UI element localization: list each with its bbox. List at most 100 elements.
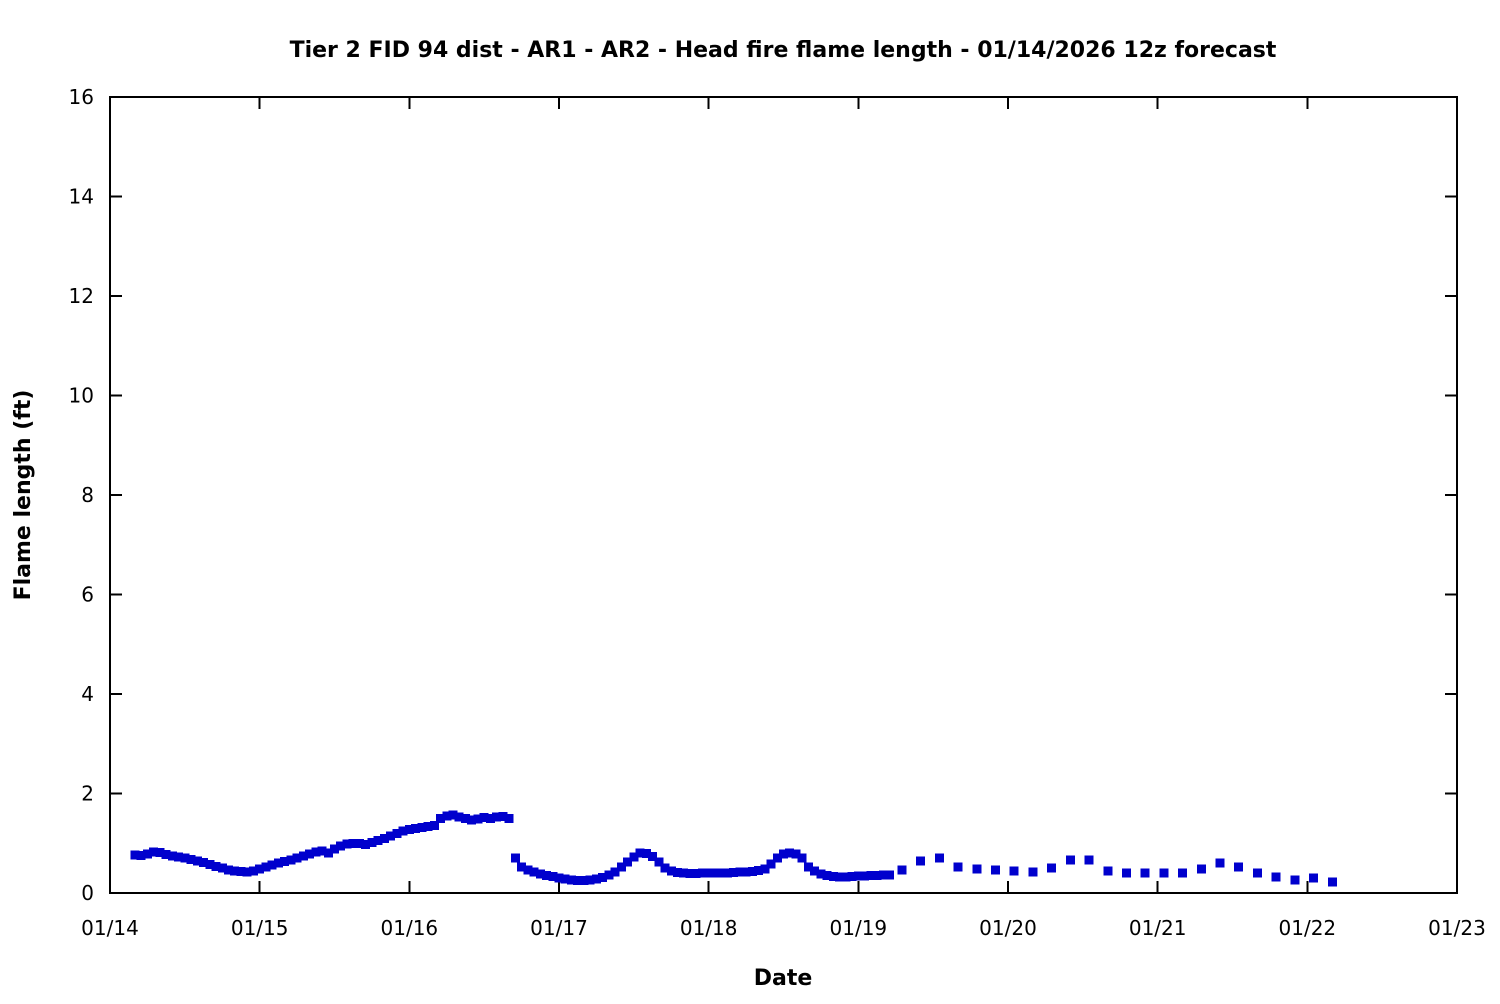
data-point xyxy=(429,820,439,830)
data-point xyxy=(286,855,296,865)
data-point xyxy=(236,867,246,877)
plot-frame xyxy=(109,96,1458,894)
data-point xyxy=(1178,868,1188,878)
data-points xyxy=(130,810,1337,887)
data-point xyxy=(261,862,271,872)
data-point xyxy=(255,864,265,874)
data-point xyxy=(885,870,894,880)
data-point xyxy=(404,824,414,834)
data-point xyxy=(323,848,333,858)
data-point xyxy=(972,864,982,874)
data-point xyxy=(673,868,682,878)
data-point xyxy=(666,866,676,876)
x-tick-label: 01/19 xyxy=(830,916,888,940)
data-point xyxy=(348,838,358,848)
data-point xyxy=(485,813,495,823)
data-point xyxy=(835,872,845,882)
y-tick-label: 6 xyxy=(81,583,94,607)
data-point xyxy=(454,812,464,822)
data-point xyxy=(847,872,857,882)
data-point xyxy=(704,868,714,878)
y-tick-label: 16 xyxy=(69,85,94,109)
data-point xyxy=(591,874,601,884)
data-point xyxy=(330,844,339,854)
data-point xyxy=(473,814,483,824)
data-point xyxy=(504,813,514,823)
y-tick-label: 4 xyxy=(81,682,94,706)
data-point xyxy=(224,865,233,875)
data-point xyxy=(1271,872,1281,882)
axis-ticks xyxy=(109,96,1458,894)
data-point xyxy=(604,870,614,880)
data-point xyxy=(797,853,807,863)
data-point xyxy=(517,862,527,872)
data-point xyxy=(772,853,782,863)
x-tick-label: 01/20 xyxy=(979,916,1037,940)
data-point xyxy=(342,839,352,849)
data-point xyxy=(953,862,963,872)
data-point xyxy=(1159,868,1169,878)
data-point xyxy=(610,867,620,877)
data-point xyxy=(354,838,364,848)
data-point xyxy=(1103,866,1113,876)
data-point xyxy=(273,858,283,868)
data-point xyxy=(311,847,321,857)
y-tick-label: 2 xyxy=(81,782,94,806)
data-point xyxy=(841,872,851,882)
data-point xyxy=(442,811,452,821)
data-point xyxy=(1234,862,1244,872)
data-point xyxy=(1215,858,1225,868)
data-point xyxy=(523,865,533,875)
data-point xyxy=(248,866,258,876)
data-point xyxy=(860,871,870,881)
data-point xyxy=(616,862,626,872)
data-point xyxy=(142,849,152,859)
data-point xyxy=(548,872,558,882)
chart-title: Tier 2 FID 94 dist - AR1 - AR2 - Head fi… xyxy=(290,38,1277,63)
data-point xyxy=(648,852,657,862)
data-point xyxy=(242,867,252,877)
data-point xyxy=(573,876,583,886)
data-point xyxy=(136,851,146,861)
data-point xyxy=(392,828,402,838)
data-point xyxy=(417,822,427,832)
data-point xyxy=(161,850,171,860)
y-tick-label: 8 xyxy=(81,483,94,507)
data-point xyxy=(1009,866,1019,876)
x-tick-label: 01/16 xyxy=(381,916,439,940)
data-point xyxy=(779,849,788,859)
data-point xyxy=(1028,867,1038,877)
plot-border xyxy=(109,96,1458,894)
data-point xyxy=(361,840,371,850)
data-point xyxy=(461,813,470,823)
data-point xyxy=(510,853,520,863)
data-point xyxy=(660,863,670,873)
data-point xyxy=(716,868,726,878)
data-point xyxy=(760,864,770,874)
y-tick-label: 12 xyxy=(69,284,94,308)
data-point xyxy=(916,856,926,866)
data-point xyxy=(754,866,764,876)
data-point xyxy=(579,876,589,886)
x-tick-label: 01/22 xyxy=(1279,916,1337,940)
data-point xyxy=(872,871,882,881)
data-point xyxy=(567,875,576,885)
data-point xyxy=(479,812,489,822)
data-point xyxy=(292,853,302,863)
x-axis-label: Date xyxy=(754,966,813,991)
data-point xyxy=(336,841,346,851)
data-point xyxy=(1122,868,1131,878)
data-point xyxy=(130,850,140,860)
data-point xyxy=(1327,877,1337,887)
data-point xyxy=(934,853,944,863)
data-point xyxy=(654,857,664,867)
data-point xyxy=(791,849,801,859)
data-point xyxy=(766,859,776,869)
y-tick-label: 14 xyxy=(69,185,94,209)
data-point xyxy=(560,874,570,884)
data-point xyxy=(722,868,732,878)
data-point xyxy=(448,810,458,820)
data-point xyxy=(1140,868,1150,878)
